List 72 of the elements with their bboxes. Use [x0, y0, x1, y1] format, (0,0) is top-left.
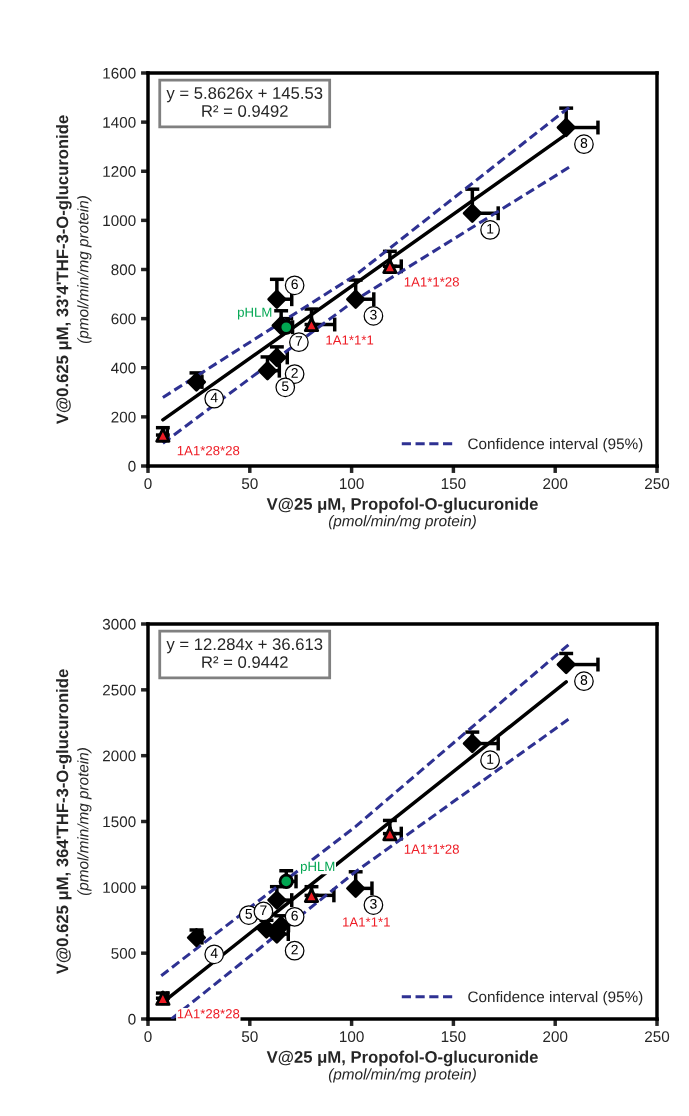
x-tick-label: 200 [543, 1031, 568, 1043]
y-tick-label: 3000 [102, 618, 136, 630]
y-tick-label: 1400 [103, 116, 136, 128]
y-tick-label: 400 [111, 362, 136, 374]
x-tick-label: 250 [645, 478, 670, 490]
point [155, 427, 171, 443]
y-tick-label: 1000 [103, 215, 136, 227]
legend-label: Confidence interval (95%) [468, 438, 643, 453]
y-tick-label: 1600 [103, 67, 136, 79]
point [267, 289, 287, 309]
x-tick-label: 100 [340, 478, 364, 490]
x-tick-label: 0 [144, 478, 152, 490]
annotation: 4 [210, 948, 218, 958]
annotation: 8 [580, 675, 588, 685]
annotation: 1A1*1*1 [343, 917, 390, 927]
point [303, 316, 320, 333]
y-tick-label: 2500 [102, 684, 136, 696]
annotation: pHLM [300, 861, 335, 874]
y-tick-label: 2000 [102, 750, 136, 762]
annotation: 1A1*1*28 [404, 844, 459, 854]
annotation: y = 12.284x + 36.613 R² = 0.9442 [166, 638, 323, 669]
annotation: 1A1*28*28 [177, 445, 240, 456]
y-tick-label: 500 [111, 948, 136, 959]
point [186, 372, 207, 392]
annotation: 4 [210, 392, 218, 403]
y-tick-label: 600 [111, 313, 136, 325]
point [556, 117, 576, 138]
y-tick-label: 200 [111, 411, 136, 423]
x-tick-label: 50 [241, 478, 258, 490]
annotation: 1 [487, 754, 494, 764]
annotation: pHLM [238, 307, 272, 320]
annotation: 6 [291, 910, 298, 921]
y-tick-label: 1000 [103, 882, 136, 894]
y-tick-label: 1200 [103, 166, 136, 177]
point [382, 258, 398, 274]
annotation: 3 [370, 898, 377, 909]
point [346, 289, 366, 309]
text: V@25 μM, Propofol-O-glucuronide (pmol/min/mg protein) [266, 497, 538, 530]
annotation: 5 [245, 909, 253, 919]
x-tick-label: 150 [441, 1031, 466, 1043]
annotation: 2 [291, 367, 298, 378]
annotation: 7 [260, 905, 267, 916]
annotation: 3 [370, 309, 377, 320]
point [267, 890, 287, 910]
annotation: 1A1*1*1 [326, 335, 374, 345]
annotation: 7 [295, 336, 303, 346]
x-tick-label: 200 [543, 478, 568, 490]
annotation: 1A1*28*28 [177, 1009, 240, 1019]
point [346, 878, 366, 898]
y-tick-label: 0 [128, 460, 136, 472]
x-tick-label: 100 [340, 1031, 364, 1043]
point [186, 928, 207, 948]
annotation: 8 [580, 138, 588, 148]
annotation: 5 [281, 381, 289, 392]
x-tick-label: 250 [645, 1031, 670, 1043]
text: V@0.625 μM, 364'THF-3-O-glucuronide (pmol/min/mg protein) [56, 669, 92, 975]
y-tick-label: 0 [128, 1013, 136, 1025]
text: V@0.625 μM, 33'4'THF-3-O-glucuronide (pmol/min/mg protein) [56, 115, 92, 425]
annotation: y = 5.8626x + 145.53 R² = 0.9492 [166, 87, 323, 117]
annotation: 2 [291, 944, 298, 955]
x-tick-label: 50 [241, 1031, 258, 1043]
annotation: 6 [291, 279, 298, 290]
legend-label: Confidence interval (95%) [468, 991, 643, 1006]
x-tick-label: 150 [441, 478, 466, 490]
point [462, 203, 482, 223]
annotation: 1A1*1*28 [404, 277, 459, 287]
point [382, 826, 398, 842]
annotation: 1 [487, 223, 494, 234]
text: V@25 μM, Propofol-O-glucuronide (pmol/min/mg protein) [266, 1050, 538, 1083]
y-tick-label: 1500 [103, 816, 136, 828]
x-tick-label: 0 [144, 1031, 152, 1043]
y-tick-label: 800 [111, 264, 136, 276]
